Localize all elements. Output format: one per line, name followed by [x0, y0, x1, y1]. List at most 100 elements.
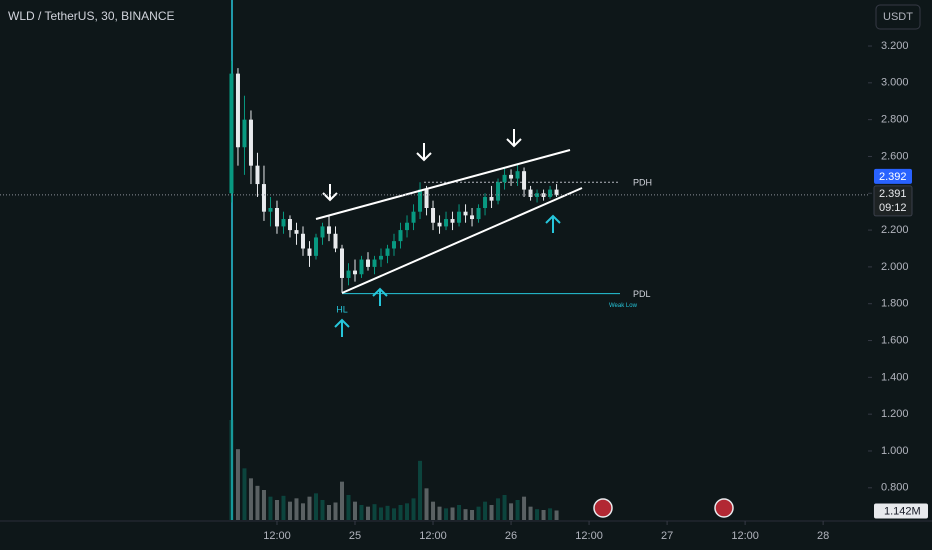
candle-body	[411, 211, 416, 223]
volume-bar	[515, 500, 520, 520]
y-tick-label: 1.600	[881, 334, 909, 346]
volume-bar	[496, 498, 501, 520]
volume-axis-circles	[593, 498, 734, 518]
y-tick-label: 0.800	[881, 482, 909, 494]
volume-bar	[541, 510, 546, 520]
volume-bar	[261, 490, 266, 520]
chart-title: WLD / TetherUS, 30, BINANCE	[8, 9, 175, 23]
volume-bar	[431, 501, 436, 520]
last-price-label: 2.391	[879, 188, 907, 200]
volume-bar	[411, 498, 416, 520]
candle-body	[483, 196, 488, 208]
event-icon[interactable]	[714, 498, 734, 518]
volume-label: 1.142M	[884, 505, 921, 517]
volume-bar	[235, 449, 240, 520]
candle-body	[326, 226, 331, 234]
volume-bar	[418, 460, 423, 520]
volume-bar	[333, 502, 338, 520]
y-tick-label: 2.800	[881, 114, 909, 126]
candle-body	[496, 182, 501, 201]
candle-body	[339, 248, 344, 278]
volume-bar	[359, 505, 364, 520]
x-tick-label: 12:00	[263, 530, 291, 542]
candle-body	[242, 119, 247, 148]
candle-body	[307, 248, 312, 256]
currency[interactable]: USDT	[883, 11, 913, 23]
volume-bar	[229, 420, 234, 520]
candle-body	[320, 226, 325, 238]
x-tick-label: 12:00	[575, 530, 603, 542]
volume-bar	[476, 506, 481, 520]
volume-bar	[437, 506, 442, 520]
y-tick-label: 1.000	[881, 445, 909, 457]
candle-body	[528, 189, 533, 197]
candle-body	[366, 259, 371, 267]
volume-bar	[424, 488, 429, 520]
candle-body	[248, 119, 253, 166]
candle-body	[261, 184, 266, 212]
volume-bar	[300, 503, 305, 520]
candle-body	[424, 189, 429, 208]
candle-body	[457, 211, 462, 223]
x-tick-label: 25	[349, 530, 361, 542]
volume-bar	[554, 510, 559, 520]
up-arrow	[372, 287, 388, 306]
candle-body	[294, 230, 299, 234]
x-tick-label: 27	[661, 530, 673, 542]
event-icon[interactable]	[593, 498, 613, 518]
candle-body	[379, 255, 384, 260]
candle-body	[463, 211, 468, 216]
plot	[229, 60, 620, 520]
candle-body	[281, 219, 286, 227]
candle-body	[522, 171, 527, 190]
volume-bar	[385, 505, 390, 520]
candle-body	[385, 248, 390, 256]
volume-bar	[248, 478, 253, 520]
volume-bar	[379, 507, 384, 520]
candle-body	[300, 233, 305, 249]
y-tick-label: 2.600	[881, 150, 909, 162]
y-tick-label: 1.800	[881, 298, 909, 310]
volume-bar	[450, 507, 455, 520]
volume-bar	[287, 501, 292, 520]
x-tick-label: 12:00	[731, 530, 759, 542]
candle-body	[392, 241, 397, 249]
candle-body	[509, 174, 514, 179]
candle-body	[502, 174, 507, 183]
candle-body	[405, 222, 410, 231]
volume-bar	[353, 501, 358, 520]
candle-body	[476, 208, 481, 220]
y-tick-label: 2.200	[881, 224, 909, 236]
currency-box[interactable]	[875, 4, 921, 30]
volume-bar	[483, 501, 488, 520]
volume-bar	[320, 500, 325, 520]
volume-bar	[398, 505, 403, 520]
weak-low-label: Weak Low	[609, 303, 638, 309]
volume-bar	[528, 506, 533, 520]
y-tick-label: 1.200	[881, 408, 909, 420]
upper-trendline	[315, 149, 571, 220]
marker-box	[874, 168, 912, 184]
y-tick-label: 2.000	[881, 261, 909, 273]
volume-bar	[392, 508, 397, 520]
volume-bar	[502, 495, 507, 520]
volume-bar	[255, 485, 260, 520]
volume-bar	[463, 509, 468, 520]
x-tick-label: 26	[505, 530, 517, 542]
volume-bar	[339, 481, 344, 520]
hl-label: HL	[336, 304, 348, 314]
price-box	[873, 185, 913, 217]
x-tick-label: 12:00	[419, 530, 447, 542]
candle-body	[548, 189, 553, 197]
volume-bar	[313, 493, 318, 520]
candle-body	[255, 165, 260, 185]
candle-body	[450, 219, 455, 223]
x-tick-label: 28	[817, 530, 829, 542]
candle-body	[287, 219, 292, 231]
candle-body	[470, 215, 475, 220]
volume-bar	[457, 505, 462, 520]
volume-label-box	[874, 503, 928, 519]
volume-bar	[372, 504, 377, 520]
candle-body	[274, 208, 279, 227]
